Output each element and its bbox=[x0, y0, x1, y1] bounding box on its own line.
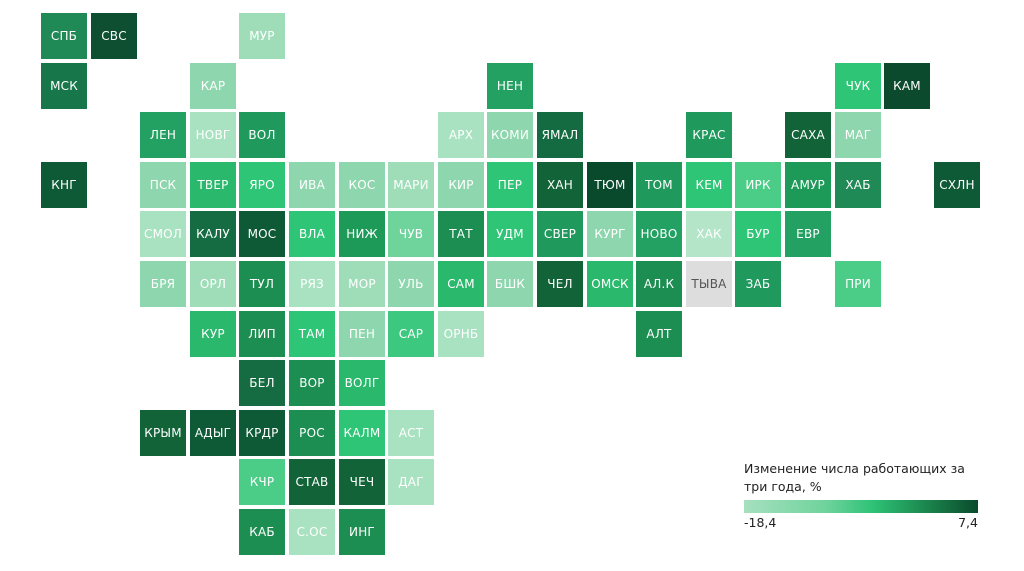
region-tile[interactable]: АЛ.К bbox=[636, 261, 682, 307]
region-tile[interactable]: СПБ bbox=[41, 13, 87, 59]
region-tile[interactable]: ЯРО bbox=[239, 162, 285, 208]
region-tile[interactable]: ЗАБ bbox=[735, 261, 781, 307]
region-tile[interactable]: АСТ bbox=[388, 410, 434, 456]
region-tile[interactable]: КНГ bbox=[41, 162, 87, 208]
region-tile[interactable]: САХА bbox=[785, 112, 831, 158]
region-tile[interactable]: ВОЛГ bbox=[339, 360, 385, 406]
region-tile[interactable]: САМ bbox=[438, 261, 484, 307]
legend-min-label: -18,4 bbox=[744, 515, 777, 530]
region-tile[interactable]: ТАМ bbox=[289, 311, 335, 357]
region-tile[interactable]: ВОЛ bbox=[239, 112, 285, 158]
region-tile[interactable]: ИРК bbox=[735, 162, 781, 208]
region-tile[interactable]: КАР bbox=[190, 63, 236, 109]
region-tile[interactable]: МСК bbox=[41, 63, 87, 109]
region-tile[interactable]: АМУР bbox=[785, 162, 831, 208]
region-tile[interactable]: ТВЕР bbox=[190, 162, 236, 208]
region-tile[interactable]: ОРНБ bbox=[438, 311, 484, 357]
region-tile[interactable]: КАЛМ bbox=[339, 410, 385, 456]
region-tile[interactable]: ТЮМ bbox=[587, 162, 633, 208]
region-tile[interactable]: С.ОС bbox=[289, 509, 335, 555]
region-tile[interactable]: КАБ bbox=[239, 509, 285, 555]
region-tile[interactable]: СМОЛ bbox=[140, 211, 186, 257]
region-tile[interactable]: ЧЕЧ bbox=[339, 459, 385, 505]
region-tile[interactable]: ХАК bbox=[686, 211, 732, 257]
region-tile[interactable]: МУР bbox=[239, 13, 285, 59]
region-tile[interactable]: СХЛН bbox=[934, 162, 980, 208]
region-tile[interactable]: ТЫВА bbox=[686, 261, 732, 307]
region-tile[interactable]: АРХ bbox=[438, 112, 484, 158]
region-tile[interactable]: СВС bbox=[91, 13, 137, 59]
region-tile[interactable]: ПЕН bbox=[339, 311, 385, 357]
region-tile[interactable]: БРЯ bbox=[140, 261, 186, 307]
region-tile[interactable]: ОМСК bbox=[587, 261, 633, 307]
region-tile[interactable]: ЛИП bbox=[239, 311, 285, 357]
region-tile[interactable]: ИВА bbox=[289, 162, 335, 208]
region-tile[interactable]: КУР bbox=[190, 311, 236, 357]
region-tile[interactable]: ХАБ bbox=[835, 162, 881, 208]
region-tile[interactable]: КРАС bbox=[686, 112, 732, 158]
region-tile[interactable]: ПСК bbox=[140, 162, 186, 208]
region-tile[interactable]: ХАН bbox=[537, 162, 583, 208]
legend: Изменение числа работающих за три года, … bbox=[744, 460, 984, 531]
region-tile[interactable]: МАРИ bbox=[388, 162, 434, 208]
region-tile[interactable]: ЛЕН bbox=[140, 112, 186, 158]
legend-labels: -18,4 7,4 bbox=[744, 515, 980, 531]
region-tile[interactable]: ЕВР bbox=[785, 211, 831, 257]
region-tile[interactable]: НОВГ bbox=[190, 112, 236, 158]
region-tile[interactable]: КРЫМ bbox=[140, 410, 186, 456]
region-tile[interactable]: ТУЛ bbox=[239, 261, 285, 307]
region-tile[interactable]: ЧУВ bbox=[388, 211, 434, 257]
region-tile[interactable]: КЧР bbox=[239, 459, 285, 505]
region-tile[interactable]: МОС bbox=[239, 211, 285, 257]
region-tile[interactable]: НОВО bbox=[636, 211, 682, 257]
region-tile[interactable]: ТАТ bbox=[438, 211, 484, 257]
region-tile[interactable]: ПЕР bbox=[487, 162, 533, 208]
region-tile[interactable]: РОС bbox=[289, 410, 335, 456]
region-tile[interactable]: ВОР bbox=[289, 360, 335, 406]
region-tile[interactable]: СТАВ bbox=[289, 459, 335, 505]
region-tile[interactable]: КОС bbox=[339, 162, 385, 208]
region-tile[interactable]: ВЛА bbox=[289, 211, 335, 257]
region-tile[interactable]: ОРЛ bbox=[190, 261, 236, 307]
region-tile[interactable]: ДАГ bbox=[388, 459, 434, 505]
region-tile[interactable]: БУР bbox=[735, 211, 781, 257]
region-tile[interactable]: ЯМАЛ bbox=[537, 112, 583, 158]
region-tile[interactable]: СВЕР bbox=[537, 211, 583, 257]
region-tile[interactable]: КОМИ bbox=[487, 112, 533, 158]
region-tile[interactable]: ЧЕЛ bbox=[537, 261, 583, 307]
region-tile[interactable]: УЛЬ bbox=[388, 261, 434, 307]
region-tile[interactable]: КИР bbox=[438, 162, 484, 208]
region-tile[interactable]: ИНГ bbox=[339, 509, 385, 555]
region-tile[interactable]: НЕН bbox=[487, 63, 533, 109]
region-tile[interactable]: КАМ bbox=[884, 63, 930, 109]
region-tile[interactable]: КЕМ bbox=[686, 162, 732, 208]
region-tile[interactable]: МОР bbox=[339, 261, 385, 307]
region-tile[interactable]: БЕЛ bbox=[239, 360, 285, 406]
region-tile[interactable]: АЛТ bbox=[636, 311, 682, 357]
region-tile[interactable]: МАГ bbox=[835, 112, 881, 158]
region-tile[interactable]: АДЫГ bbox=[190, 410, 236, 456]
region-tile[interactable]: КАЛУ bbox=[190, 211, 236, 257]
region-tile[interactable]: УДМ bbox=[487, 211, 533, 257]
region-tile[interactable]: КУРГ bbox=[587, 211, 633, 257]
region-tile[interactable]: КРДР bbox=[239, 410, 285, 456]
region-tile[interactable]: НИЖ bbox=[339, 211, 385, 257]
legend-max-label: 7,4 bbox=[958, 515, 978, 530]
legend-color-scale bbox=[744, 500, 978, 513]
region-tile[interactable]: ТОМ bbox=[636, 162, 682, 208]
legend-title: Изменение числа работающих за три года, … bbox=[744, 461, 965, 494]
region-tile[interactable]: РЯЗ bbox=[289, 261, 335, 307]
region-tile[interactable]: САР bbox=[388, 311, 434, 357]
region-tile[interactable]: ПРИ bbox=[835, 261, 881, 307]
region-tile[interactable]: БШК bbox=[487, 261, 533, 307]
region-tile[interactable]: ЧУК bbox=[835, 63, 881, 109]
